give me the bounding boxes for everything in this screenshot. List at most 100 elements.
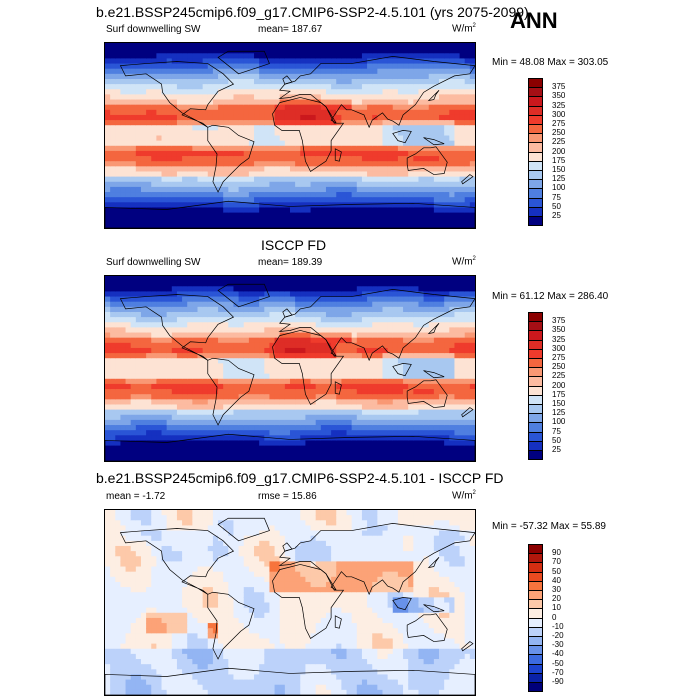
panel2-map-cell [156, 394, 163, 400]
panel1-map-cell [300, 104, 307, 111]
panel2-map-cell [125, 358, 132, 364]
panel2-map-cell [433, 327, 440, 334]
panel2-map-cell [146, 435, 152, 442]
panel2-map-cell [166, 399, 173, 406]
panel1-map-cell [238, 68, 245, 75]
panel1-map-cell [187, 78, 193, 85]
panel1-map-cell [156, 63, 163, 70]
panel2-map-cell [192, 425, 199, 431]
panel1-map-cell [372, 48, 378, 54]
panel2-map-cell [387, 342, 394, 349]
panel1-map-cell [254, 207, 260, 214]
panel2-map-cell [300, 383, 307, 390]
panel1-map-cell [351, 202, 358, 209]
panel1-map-cell [156, 58, 163, 65]
panel2-map-cell [176, 389, 183, 395]
panel2-map-cell [331, 317, 337, 323]
panel1-map-cell [361, 207, 368, 214]
panel1-map-cell [115, 104, 122, 111]
panel1-map-cell [284, 125, 291, 131]
panel1-map-cell [397, 99, 404, 106]
panel1-map-cell [171, 125, 178, 131]
panel2-map-cell [223, 353, 229, 359]
panel2-map-cell [151, 322, 157, 328]
panel2-map-cell [202, 425, 209, 431]
panel1-map-cell [403, 125, 409, 131]
panel2-map-cell [192, 430, 199, 436]
panel2-map-cell [315, 425, 322, 431]
panel1-map-cell [310, 73, 317, 80]
panel1-map-cell [295, 150, 301, 157]
panel2-map-cell [418, 383, 425, 390]
panel2-map-cell [325, 317, 332, 323]
panel2-map-cell [125, 404, 132, 411]
panel2-map-cell [269, 394, 276, 400]
panel2-map-cell [290, 281, 296, 287]
panel2-map-cell [166, 276, 173, 282]
panel1-map-cell [156, 161, 163, 167]
panel1-map-cell [223, 89, 229, 95]
panel2-map-cell [387, 347, 394, 354]
panel2-map-cell [110, 368, 116, 375]
panel1-map-cell [449, 78, 456, 85]
panel2-map-cell [300, 440, 307, 447]
panel1-map-cell [315, 73, 322, 80]
panel1-map-cell [269, 186, 276, 193]
panel2-map-cell [305, 394, 312, 400]
panel1-map-cell [403, 130, 409, 137]
panel2-map-cell [367, 389, 373, 395]
panel2-map-cell [418, 358, 425, 364]
panel2-map-cell [279, 414, 286, 421]
panel2-map-cell [403, 430, 409, 436]
panel2-map-cell [146, 342, 152, 349]
panel1-map-cell [146, 58, 152, 65]
panel1-map-cell [361, 78, 368, 85]
panel2-map-cell [161, 404, 168, 411]
panel1-map-cell [336, 130, 342, 137]
panel1-map-cell [156, 166, 163, 173]
panel2-map-cell [403, 404, 409, 411]
panel2-map-cell [115, 296, 122, 303]
panel1-map-cell [125, 166, 132, 173]
panel1-map-cell [459, 89, 466, 95]
panel2-map-cell [264, 450, 271, 457]
panel2-map-cell [130, 306, 137, 313]
panel2-map-cell [418, 317, 425, 323]
panel1-map-cell [454, 48, 461, 54]
panel2-map-cell [331, 383, 337, 390]
panel1-map-cell [367, 125, 373, 131]
panel2-map-cell [433, 317, 440, 323]
panel2-map-cell [295, 337, 301, 344]
panel1-map-cell [372, 161, 378, 167]
panel2-map-cell [151, 368, 157, 375]
panel1-map-cell [377, 207, 384, 214]
panel1-map-cell [146, 104, 152, 111]
panel1-map-cell [433, 212, 440, 219]
panel1-map-cell [202, 145, 209, 152]
panel1-map-cell [459, 166, 466, 173]
panel2-map-cell [264, 368, 271, 375]
panel1-map-cell [433, 156, 440, 162]
panel2-map-cell [207, 281, 214, 287]
panel2-map-cell [341, 358, 348, 364]
panel1-map-cell [449, 171, 456, 178]
panel1-map-cell [290, 73, 296, 80]
panel1-map-cell [110, 222, 116, 228]
panel1-map-cell [346, 176, 353, 183]
panel1-map-cell [146, 212, 152, 219]
panel2-map-cell [387, 327, 394, 334]
panel1-map-cell [413, 84, 420, 90]
panel2-map-cell [212, 363, 219, 370]
panel2-map-cell [248, 445, 255, 452]
panel1-map-cell [274, 130, 281, 137]
panel1-map-cell [331, 130, 337, 137]
panel2-map-cell [171, 394, 178, 400]
panel1-map-cell [454, 212, 461, 219]
panel2-map-cell [259, 440, 265, 447]
panel1-map-cell [351, 63, 358, 70]
panel1-map-cell [223, 222, 229, 228]
panel1-map-cell [202, 58, 209, 65]
panel1-map-cell [120, 156, 127, 162]
panel1-map-cell [146, 181, 152, 188]
panel1-map-cell [408, 135, 414, 142]
